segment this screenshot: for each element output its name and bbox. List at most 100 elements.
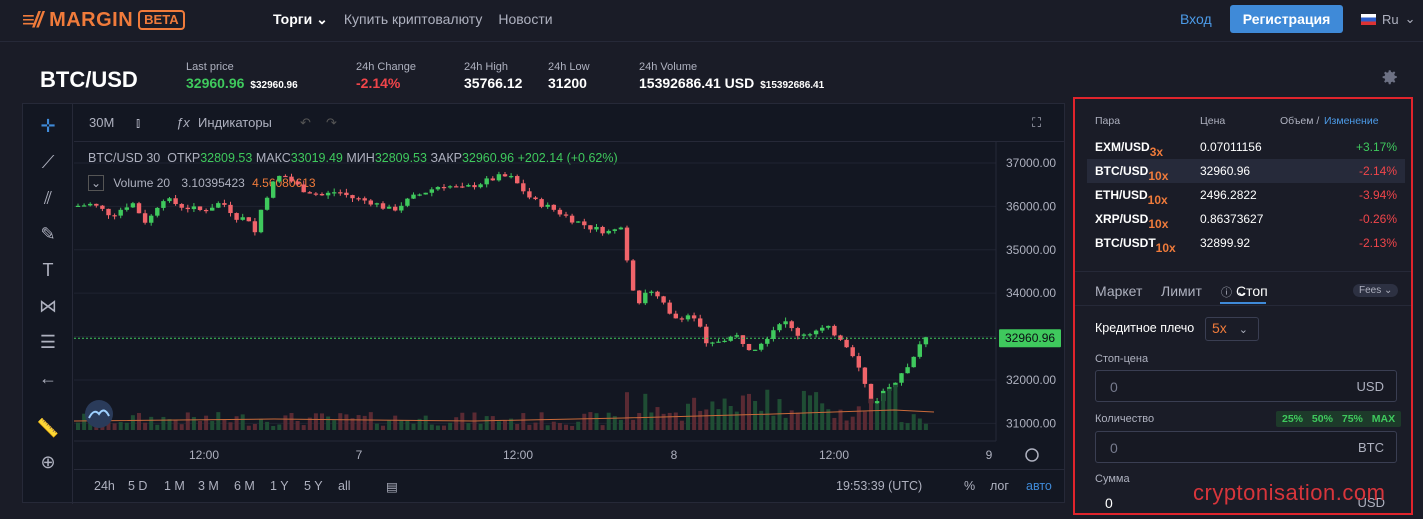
header-change[interactable]: Изменение [1324,115,1379,127]
range-3m[interactable]: 3 M [198,479,219,493]
log-toggle[interactable]: лог [990,479,1009,493]
gear-icon[interactable] [1381,68,1399,86]
brush-icon[interactable]: ✎ [40,224,56,244]
tab-stop[interactable]: Стоп ⌄ [1236,283,1268,299]
range-all[interactable]: all [338,479,351,493]
tab-market[interactable]: Маркет [1095,283,1143,299]
volume-bar [429,424,434,430]
quantity-input[interactable]: 0 BTC [1095,431,1397,463]
candle-body [417,194,422,196]
volume-bar [728,405,733,430]
volume-bar [246,425,251,430]
candle-body [844,339,849,348]
sum-input[interactable]: 0 USD [1105,495,1385,511]
candle-body [155,207,160,216]
candle-body [228,204,233,214]
stop-price-input[interactable]: 0 USD [1095,370,1397,402]
market-row[interactable]: XRP/USD 10x 0.86373627 -0.26% [1087,207,1405,231]
candle-body [649,291,654,293]
indicators-button[interactable]: Индикаторы [198,115,272,130]
volume-bar [838,409,843,430]
high-value: 35766.12 [464,75,523,91]
pattern-icon[interactable]: ⋈ [39,296,57,316]
collapse-icon[interactable]: ⌄ [88,175,104,191]
candle-body [759,343,764,350]
fullscreen-icon[interactable]: ⛶ [1032,115,1042,130]
candle-body [307,192,312,194]
range-24h[interactable]: 24h [94,479,115,493]
tab-limit[interactable]: Лимит [1161,283,1202,299]
trend-line-icon[interactable]: ⟋ [41,152,55,172]
range-5d[interactable]: 5 D [128,479,148,493]
last-price-label: Last price [186,61,234,73]
candle-body [515,176,520,184]
candle-body [283,175,288,178]
range-5y[interactable]: 5 Y [304,479,323,493]
candle-body [362,198,367,201]
back-arrow-icon[interactable]: ← [39,368,57,388]
prediction-icon[interactable]: ☰ [39,332,57,352]
header-price[interactable]: Цена [1200,115,1226,127]
market-row[interactable]: EXM/USD 3x 0.07011156 +3.17% [1087,135,1405,159]
market-row[interactable]: ETH/USD 10x 2496.2822 -3.94% [1087,183,1405,207]
candlestick-chart[interactable]: 37000.0036000.0035000.0034000.0033000.00… [74,142,1064,469]
pair-title: BTC/USD [40,67,138,92]
fib-tool-icon[interactable]: ⫽ [43,188,53,208]
market-row[interactable]: BTC/USDT 10x 32899.92 -2.13% [1087,231,1405,255]
auto-toggle[interactable]: авто [1026,479,1052,493]
undo-icon[interactable]: ↶ [300,115,311,130]
crosshair-icon[interactable]: ✛ [40,116,56,136]
volume-bar [265,421,270,430]
range-1y[interactable]: 1 Y [270,479,289,493]
header-pair[interactable]: Пара [1095,115,1121,127]
candle-body [173,198,178,205]
logo-mark-icon: ≡// [22,7,43,32]
volume-bar [539,412,544,430]
quantity-percent-buttons[interactable]: 25% 50% 75% MAX [1276,411,1402,427]
redo-icon[interactable]: ↷ [326,115,337,130]
text-tool-icon[interactable]: T [42,260,54,280]
register-button[interactable]: Регистрация [1230,5,1343,33]
range-6m[interactable]: 6 M [234,479,255,493]
nav-trade[interactable]: Торги ⌄ [273,11,328,27]
brand-wave-icon [88,409,110,419]
candle-body [911,356,916,368]
logo[interactable]: ≡// MARGIN BETA [22,7,185,32]
candle-body [569,215,575,223]
low-stat: 24h Low 31200 [548,61,590,91]
range-1m[interactable]: 1 M [164,479,185,493]
volume-bar [124,422,129,430]
calendar-icon[interactable]: ▤ [386,480,398,494]
candles-icon[interactable]: ⫾ [136,115,141,130]
ruler-icon[interactable]: 📏 [36,418,60,438]
market-row[interactable]: BTC/USD 10x 32960.96 -2.14% [1087,159,1405,183]
candle-body [826,325,831,328]
nav-news[interactable]: Новости [498,11,553,27]
low-value: 31200 [548,75,587,91]
interval-button[interactable]: 30M [89,115,115,130]
candle-body [203,209,209,212]
volume-bar [411,423,416,430]
watermark: cryptonisation.com [1193,480,1386,505]
percent-toggle[interactable]: % [964,479,976,493]
price-tick: 31000.00 [1006,416,1056,430]
volume-bar [661,413,666,430]
login-link[interactable]: Вход [1180,11,1212,27]
header-volume[interactable]: Объем / [1280,115,1320,127]
chart-panel: ✛ ⟋ ⫽ ✎ T ⋈ ☰ ← 📏 ⊕ 30M ⫾ ƒx Индикаторы … [22,103,1065,504]
last-price-stat: Last price 32960.96 $32960.96 [186,61,298,91]
language-selector[interactable]: Ru ⌄ [1361,11,1416,27]
volume-bar [155,424,160,430]
time-tick: 12:00 [189,448,219,462]
time-tick: 8 [671,448,678,462]
nav-buy-crypto[interactable]: Купить криптовалюту [343,11,483,27]
volume-bar [747,393,751,430]
candle-body [856,356,861,368]
fees-button[interactable]: Fees ⌄ [1353,284,1399,297]
candle-body [197,206,203,210]
leverage-select[interactable]: 5x ⌄ [1205,317,1259,341]
candle-body [88,203,93,206]
zoom-icon[interactable]: ⊕ [40,452,56,472]
last-price-value: 32960.96 $32960.96 [186,75,298,91]
current-price-label: 32960.96 [1005,331,1055,345]
